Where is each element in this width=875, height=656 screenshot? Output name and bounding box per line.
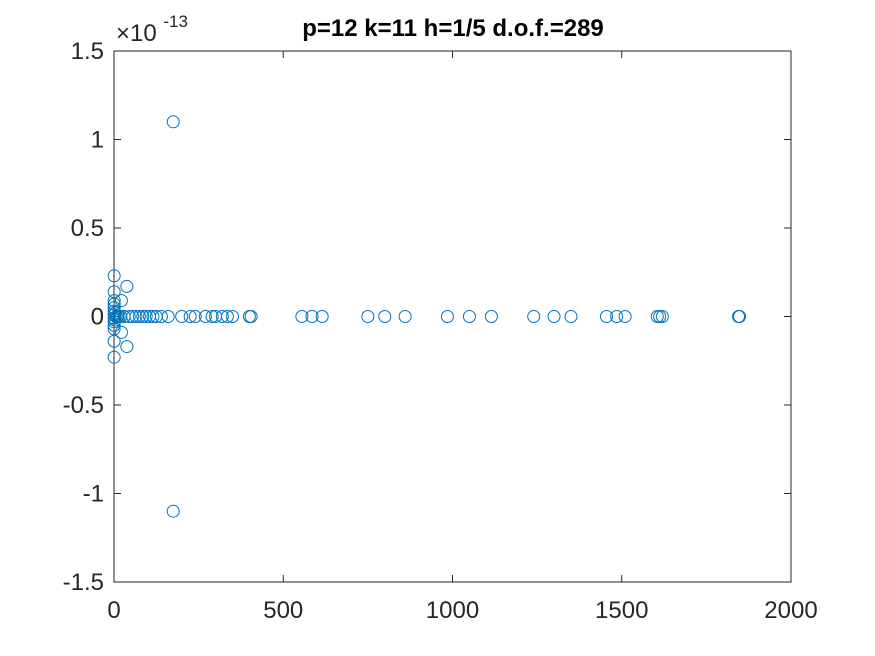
data-point — [126, 310, 140, 323]
y-tick-label: -1.5 — [63, 569, 104, 596]
y-tick-label: 1.5 — [71, 38, 104, 65]
data-point — [166, 504, 180, 518]
x-tick-label: 0 — [107, 597, 120, 624]
data-markers — [107, 115, 747, 518]
data-point — [440, 310, 454, 323]
data-point — [618, 310, 632, 323]
data-point — [205, 310, 219, 323]
y-tick-label: 0 — [91, 304, 104, 331]
data-point — [527, 310, 541, 323]
data-point — [139, 310, 153, 323]
x-tick-label: 2000 — [764, 597, 817, 624]
data-point — [175, 310, 189, 323]
data-point — [564, 310, 578, 323]
data-point — [398, 310, 412, 323]
data-point — [215, 310, 229, 323]
data-point — [166, 115, 180, 129]
data-point — [114, 325, 128, 339]
y-tick-label: -1 — [83, 481, 104, 508]
data-point — [733, 310, 747, 323]
data-point — [378, 310, 392, 323]
data-point — [114, 294, 128, 308]
data-point — [154, 310, 168, 323]
y-tick-label: 0.5 — [71, 215, 104, 242]
data-point — [198, 310, 212, 323]
data-point — [655, 310, 669, 323]
data-point — [610, 310, 624, 323]
data-point — [146, 310, 160, 323]
data-point — [600, 310, 614, 323]
data-point — [120, 340, 134, 354]
data-point — [161, 310, 175, 323]
data-point — [132, 310, 146, 323]
y-exponent-power: -13 — [163, 12, 188, 31]
y-tick-label: -0.5 — [63, 392, 104, 419]
y-exponent-base: ×10 — [116, 20, 157, 47]
data-point — [244, 310, 258, 323]
x-tick-label: 1500 — [595, 597, 648, 624]
data-point — [183, 310, 197, 323]
data-point — [295, 310, 309, 323]
data-point — [122, 310, 136, 323]
data-point — [107, 334, 121, 348]
y-exponent-label: ×10 -13 — [116, 12, 188, 47]
data-point — [129, 310, 143, 323]
y-tick-label: 1 — [91, 127, 104, 154]
data-point — [107, 297, 121, 311]
axis-ticks — [113, 50, 792, 583]
data-point — [220, 310, 234, 323]
data-point — [120, 279, 134, 293]
data-point — [547, 310, 561, 323]
data-point — [653, 310, 667, 323]
x-tick-label: 1000 — [426, 597, 479, 624]
data-point — [107, 269, 121, 283]
data-point — [225, 310, 239, 323]
data-point — [484, 310, 498, 323]
chart-title: p=12 k=11 h=1/5 d.o.f.=289 — [302, 15, 604, 42]
data-point — [188, 310, 202, 323]
plot-area — [113, 50, 792, 583]
data-point — [462, 310, 476, 323]
data-point — [305, 310, 319, 323]
data-point — [136, 310, 150, 323]
axis-tick-labels: 0 500 1000 1500 2000 -1.5 -1 -0.5 0 0.5 1 1.5 — [63, 38, 818, 624]
data-point — [107, 350, 121, 364]
x-tick-label: 500 — [263, 597, 303, 624]
data-point — [315, 310, 329, 323]
data-point — [361, 310, 375, 323]
